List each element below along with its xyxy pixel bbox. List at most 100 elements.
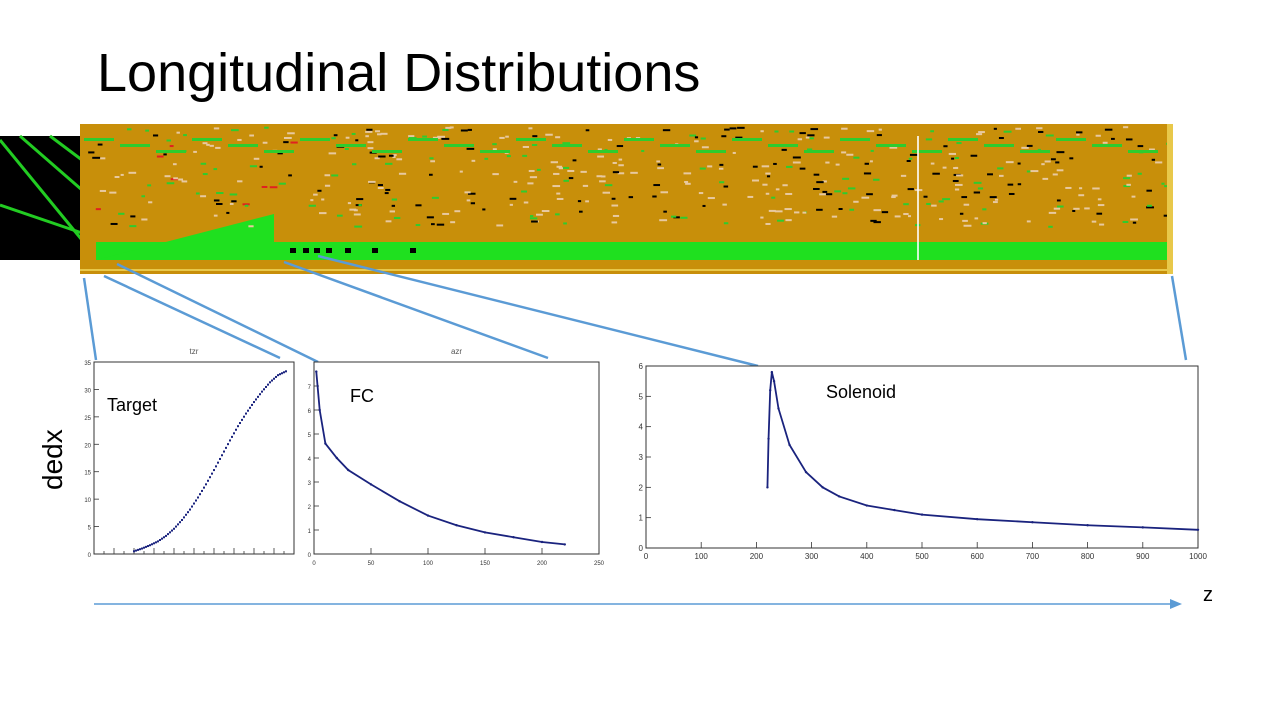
hit-mark	[522, 145, 530, 148]
hit-mark	[656, 160, 661, 163]
hit-mark	[163, 153, 167, 156]
hit-mark	[328, 152, 337, 155]
data-point	[261, 390, 263, 393]
hit-mark	[290, 141, 298, 144]
data-point	[273, 377, 275, 380]
hit-mark	[471, 159, 476, 162]
hit-mark	[604, 184, 613, 187]
hit-mark	[1126, 183, 1131, 186]
data-point	[219, 457, 221, 460]
hit-mark	[825, 193, 833, 196]
solenoid-histogram: 0 1 2 3 4 5 6 0 100 200 300 400 500 600 700 800 900 1000	[639, 362, 1208, 561]
hit-mark	[459, 170, 463, 173]
hit-mark	[178, 178, 184, 181]
hit-mark	[454, 210, 461, 213]
hit-mark	[288, 174, 292, 177]
data-point	[135, 549, 137, 552]
hit-mark	[572, 159, 577, 162]
hit-mark	[509, 203, 513, 206]
hit-mark	[261, 185, 268, 188]
track-segment	[912, 150, 942, 153]
hit-mark	[735, 136, 743, 139]
hit-mark	[894, 215, 901, 218]
data-point	[179, 521, 181, 524]
hit-mark	[100, 157, 106, 160]
y-tick-label: 6	[639, 362, 644, 371]
hit-mark	[1078, 194, 1085, 197]
beam-line	[96, 242, 1170, 260]
data-point	[145, 545, 147, 548]
hit-mark	[283, 136, 292, 139]
hit-mark	[429, 173, 433, 176]
beam-hit	[410, 248, 416, 253]
track-segment	[1128, 150, 1158, 153]
hit-mark	[799, 167, 806, 170]
hit-mark	[1091, 220, 1097, 223]
hit-mark	[365, 135, 369, 138]
track-segment	[1020, 150, 1050, 153]
hit-mark	[908, 157, 913, 160]
data-point	[283, 371, 285, 374]
data-point	[257, 395, 259, 398]
data-point	[788, 443, 791, 447]
data-point	[213, 469, 215, 472]
hit-mark	[891, 196, 896, 199]
hit-mark	[774, 130, 779, 133]
y-tick-label: 0	[308, 553, 312, 559]
hit-mark	[1048, 211, 1057, 214]
hit-mark	[436, 223, 445, 226]
hit-mark	[993, 127, 997, 130]
data-point	[766, 486, 769, 489]
hit-mark	[521, 190, 528, 193]
hit-mark	[1056, 169, 1064, 172]
hit-mark	[492, 143, 497, 146]
data-point	[251, 403, 253, 406]
hit-mark	[782, 184, 788, 187]
hit-mark	[907, 188, 914, 191]
hit-mark	[1104, 128, 1113, 131]
track-segment	[408, 138, 438, 141]
hit-mark	[585, 200, 589, 203]
hit-mark	[213, 127, 220, 130]
hit-mark	[126, 128, 132, 131]
hit-mark	[1122, 220, 1129, 223]
x-tick-label: 200	[750, 552, 764, 561]
x-tick-label: 700	[1026, 552, 1040, 561]
hit-mark	[385, 162, 393, 165]
z-axis-arrowhead	[1170, 599, 1182, 609]
hit-mark	[786, 165, 793, 168]
hit-mark	[523, 201, 529, 204]
hit-mark	[147, 184, 152, 187]
hit-mark	[719, 163, 724, 166]
hit-mark	[366, 128, 373, 131]
y-tick-label: 6	[308, 409, 312, 415]
hit-mark	[1146, 204, 1152, 207]
hit-mark	[825, 161, 830, 164]
x-tick-label: 0	[312, 561, 316, 567]
hit-mark	[853, 156, 860, 159]
plot-frame	[93, 361, 295, 555]
hit-mark	[618, 158, 623, 161]
hit-mark	[206, 143, 210, 146]
hit-mark	[822, 180, 827, 183]
data-point	[225, 446, 227, 449]
hit-mark	[617, 172, 625, 175]
data-point	[243, 415, 245, 418]
data-point	[893, 508, 896, 512]
hit-mark	[838, 208, 843, 211]
hit-mark	[308, 204, 316, 207]
data-point	[175, 525, 177, 528]
hit-mark	[1021, 146, 1029, 149]
hit-mark	[1038, 130, 1044, 133]
hit-mark	[766, 175, 771, 178]
hit-mark	[976, 133, 983, 136]
hit-mark	[1137, 145, 1144, 148]
hit-mark	[431, 196, 439, 199]
hit-mark	[1008, 192, 1015, 195]
hit-mark	[442, 212, 450, 215]
hit-mark	[141, 195, 146, 198]
track-segment	[588, 150, 618, 153]
data-point	[285, 370, 287, 373]
data-point	[259, 393, 261, 396]
hit-mark	[349, 208, 357, 211]
